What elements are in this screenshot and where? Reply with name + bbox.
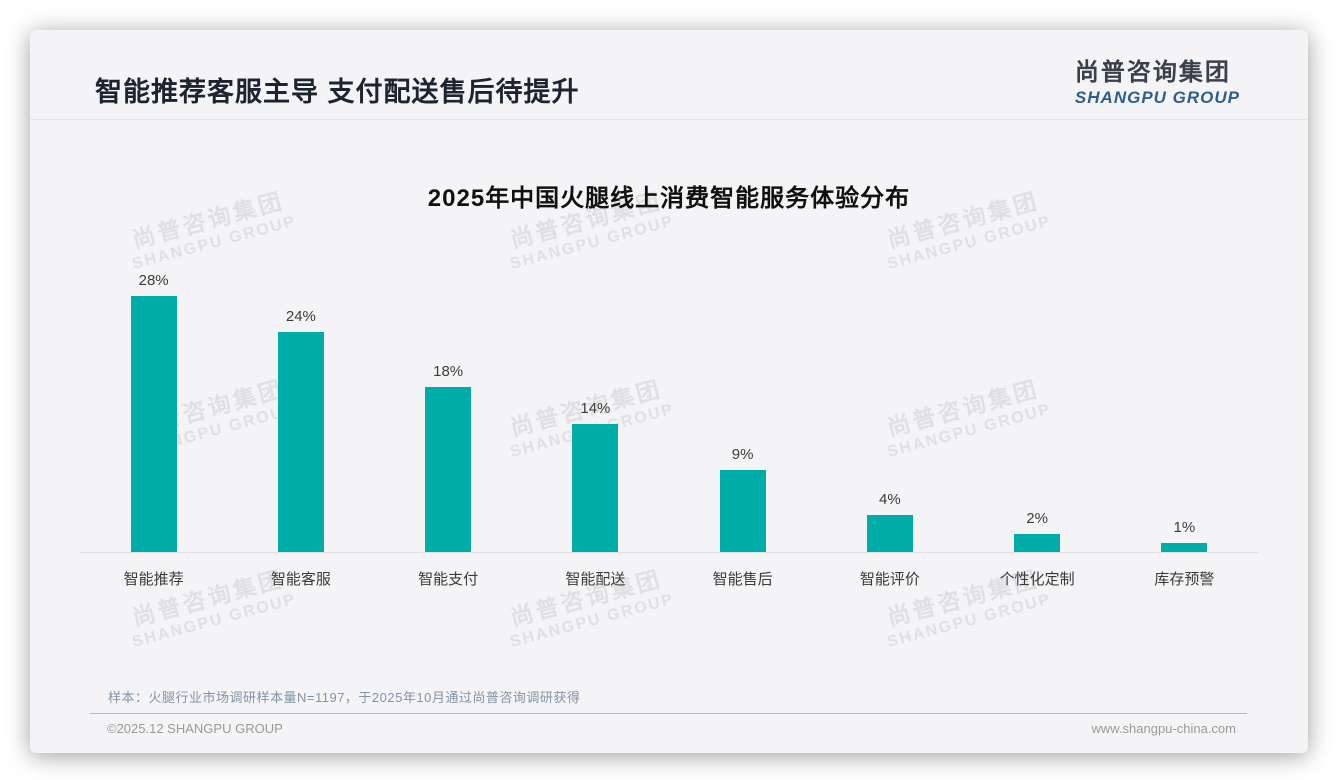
bar-rect xyxy=(1014,534,1061,552)
x-axis-line xyxy=(80,552,1258,553)
chart-title: 2025年中国火腿线上消费智能服务体验分布 xyxy=(427,185,911,212)
footer-row: ©2025.12 SHANGPU GROUP www.shangpu-china… xyxy=(30,721,1308,736)
bar-chart-plot-area: 28% 24% 18% 14% 9% 4% 2% 1% xyxy=(80,260,1258,552)
bar-value-label: 4% xyxy=(879,491,901,508)
category-label: 智能推荐 xyxy=(123,571,184,588)
bar-rect xyxy=(425,387,472,552)
bar-column: 1% xyxy=(1111,260,1258,552)
bar-rect xyxy=(719,470,766,552)
bar-column: 24% xyxy=(227,260,374,552)
bar-value-label: 1% xyxy=(1173,519,1196,536)
header: 智能推荐客服主导 支付配送售后待提升 尚普咨询集团 SHANGPU GROUP xyxy=(30,30,1308,120)
bar-rect xyxy=(572,424,619,552)
category-label: 智能售后 xyxy=(712,571,773,588)
sample-source-note: 样本：火腿行业市场调研样本量N=1197，于2025年10月通过尚普咨询调研获得 xyxy=(108,690,581,705)
bar-column: 4% xyxy=(816,260,963,552)
bar-rect xyxy=(866,515,913,552)
page-title: 智能推荐客服主导 支付配送售后待提升 xyxy=(95,77,580,107)
logo-chinese-text: 尚普咨询集团 xyxy=(1074,59,1231,86)
bar-value-label: 9% xyxy=(731,446,754,463)
copyright-text: ©2025.12 SHANGPU GROUP xyxy=(107,721,283,736)
bar-value-label: 28% xyxy=(138,272,169,289)
company-logo: 尚普咨询集团 SHANGPU GROUP xyxy=(1075,52,1240,108)
bar-column: 18% xyxy=(375,260,522,552)
bar-column: 9% xyxy=(669,260,816,552)
category-label: 智能评价 xyxy=(859,571,920,588)
category-label: 智能客服 xyxy=(270,571,331,588)
category-label: 个性化定制 xyxy=(999,571,1075,588)
bar-value-label: 18% xyxy=(433,363,464,380)
bar-rect xyxy=(277,332,324,552)
bar-column: 2% xyxy=(964,260,1111,552)
bar-column: 14% xyxy=(522,260,669,552)
slide-card: 尚普咨询集团 SHANGPU GROUP 尚普咨询集团 SHANGPU GROUP 尚普… xyxy=(30,30,1308,753)
category-label: 智能配送 xyxy=(565,571,626,588)
bar-value-label: 2% xyxy=(1026,510,1048,527)
footer-divider xyxy=(90,713,1247,714)
bar-value-label: 24% xyxy=(285,308,316,325)
bar-rect xyxy=(130,296,177,552)
category-label: 库存预警 xyxy=(1154,571,1215,588)
category-label: 智能支付 xyxy=(418,571,479,588)
x-axis-category-row: 智能推荐 智能客服 智能支付 智能配送 智能售后 智能评价 个性化定制 库存预警 xyxy=(80,568,1258,589)
bar-rect xyxy=(1161,543,1208,552)
logo-english-text: SHANGPU GROUP xyxy=(1074,88,1240,107)
bar-column: 28% xyxy=(80,260,227,552)
website-url: www.shangpu-china.com xyxy=(1091,721,1236,736)
bar-value-label: 14% xyxy=(580,400,611,417)
